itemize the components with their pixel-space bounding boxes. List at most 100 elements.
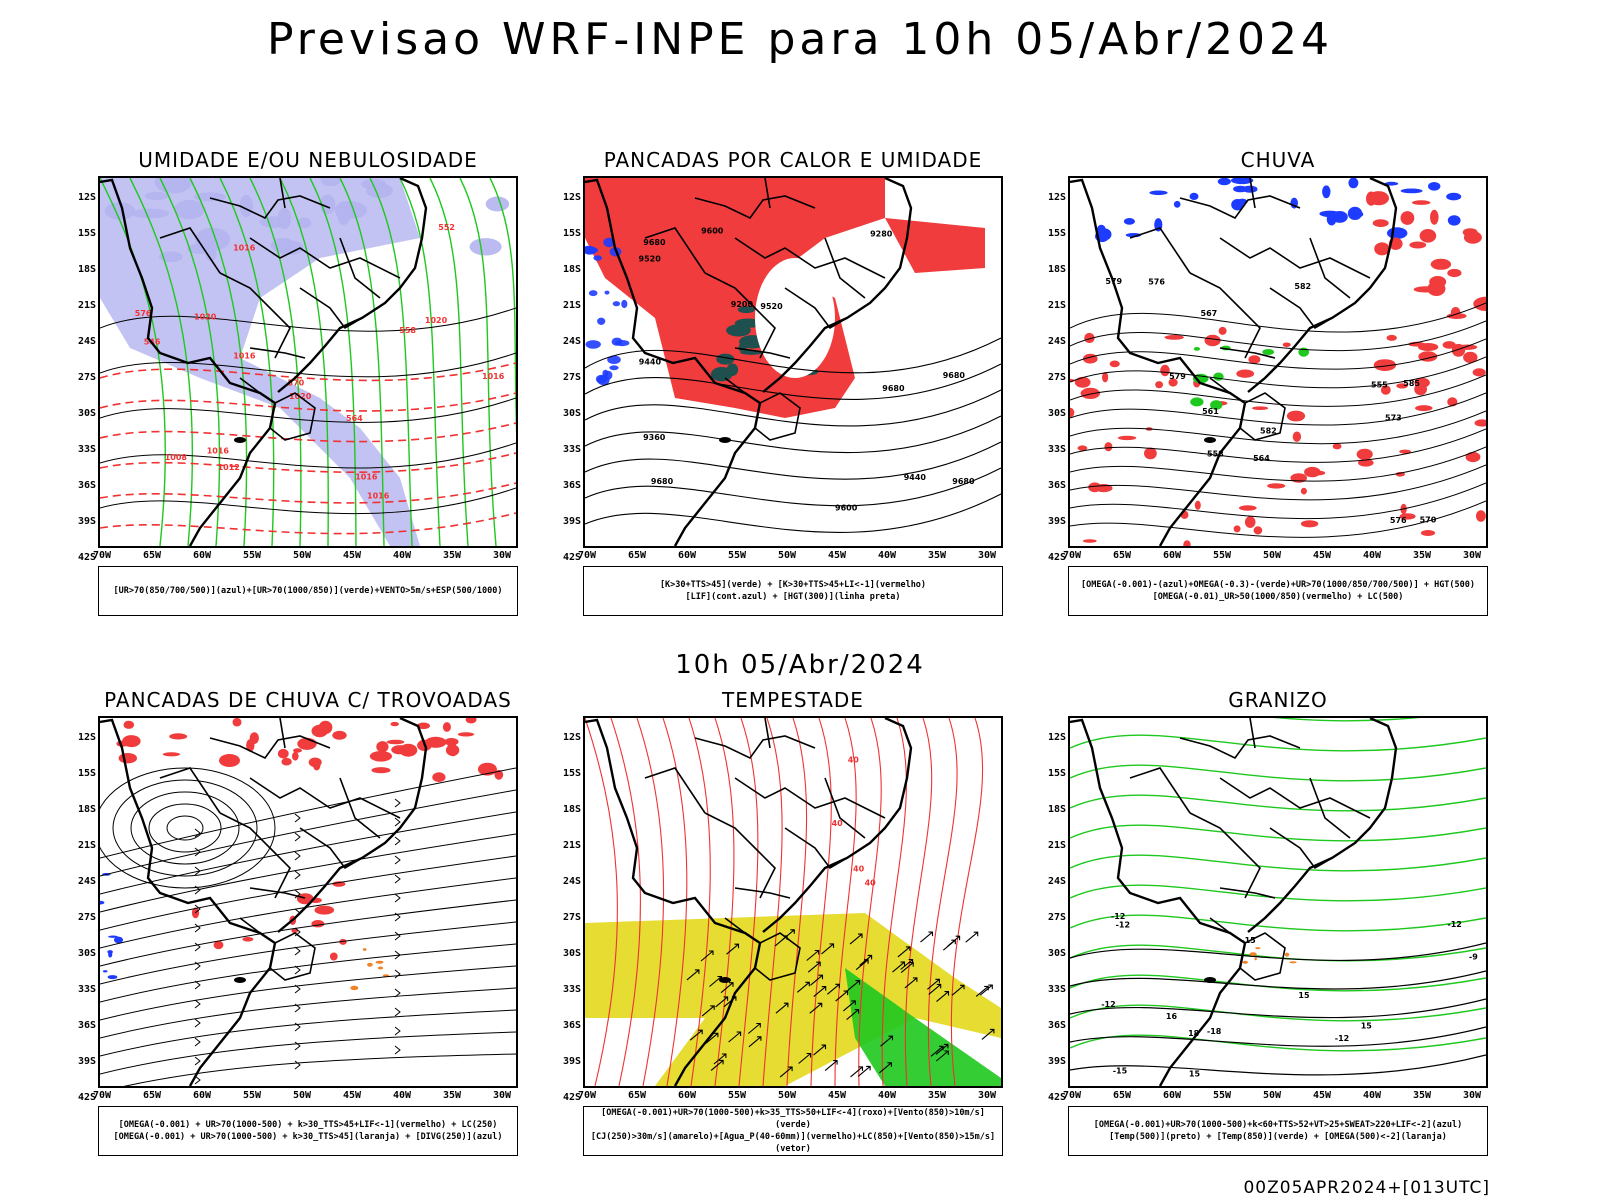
- rain-fill-red: [1244, 516, 1256, 528]
- contour-label: 15: [1189, 1070, 1201, 1079]
- contour-label: 16: [1166, 1012, 1178, 1021]
- lifted-index-contour: [611, 337, 623, 346]
- precipitable-water-contour: [662, 718, 688, 1086]
- longitude-tick-label: 30W: [977, 1090, 997, 1101]
- country-border: [1269, 827, 1333, 870]
- rain-fill-red: [1088, 482, 1102, 493]
- wind-vector-850: [842, 1000, 856, 1012]
- thickness-contour: [100, 512, 516, 535]
- latitude-tick-label: 15S: [1047, 228, 1066, 239]
- thunderstorm-fill-red: [417, 722, 430, 730]
- longitude-tick-label: 70W: [577, 550, 597, 561]
- latitude-tick-label: 24S: [562, 336, 581, 347]
- thunderstorm-fill-red: [386, 739, 405, 745]
- longitude-tick-label: 50W: [292, 1090, 312, 1101]
- contour-label: -12: [1116, 920, 1130, 929]
- jet-streamline-250: [100, 965, 516, 1021]
- wind-vector-850: [965, 931, 979, 943]
- latitude-tick-label: 33S: [562, 444, 581, 455]
- longitude-tick-label: 65W: [142, 550, 162, 561]
- rain-fill-red: [1475, 510, 1486, 522]
- longitude-axis: 70W 65W 60W 55W 50W 45W 40W 35W 30W: [93, 550, 518, 564]
- latitude-axis: 12S 15S 18S 21S 24S 27S 30S 33S 36S 39S 42S: [553, 176, 581, 563]
- geopotential-height-500: [1070, 302, 1486, 333]
- rain-fill-red: [1399, 449, 1411, 454]
- legend-box: [K>30+TTS>45](verde) + [K>30+TTS>45+LI<-…: [583, 566, 1003, 616]
- map-canvas: 9680 9680 9680 9600 9520 9440 9360 9280 9200 9600…: [585, 178, 1001, 546]
- jet-streamline-250: [100, 943, 516, 1003]
- rain-fill-red: [1442, 341, 1456, 349]
- contour-label: 9600: [835, 504, 858, 513]
- latitude-tick-label: 12S: [1047, 732, 1066, 743]
- contour-label: 573: [1385, 414, 1402, 423]
- streamline-arrow: [394, 1007, 401, 1017]
- contour-label: 585: [1403, 379, 1420, 388]
- streamline-arrow: [394, 836, 401, 846]
- longitude-tick-label: 30W: [1462, 550, 1482, 561]
- jet-streamline-250: [100, 921, 516, 985]
- temperature-850-contour: [1140, 842, 1154, 849]
- map-area: 582 579 576 573 570 567 564 561 558 555 585 582 579 5…: [1068, 176, 1488, 548]
- omega-blue-fill: [1123, 218, 1135, 225]
- contour-label: 9600: [701, 227, 724, 236]
- anticyclone-streamline: [100, 767, 276, 889]
- rain-fill-red: [1286, 410, 1306, 422]
- rain-fill-red: [1144, 447, 1157, 460]
- contour-label: 1012: [218, 463, 240, 472]
- wind-vector-850: [813, 986, 827, 998]
- humidity-contour-low-levels: [219, 178, 275, 546]
- lifted-index-contour: [585, 340, 601, 349]
- longitude-tick-label: 50W: [292, 550, 312, 561]
- country-border: [279, 718, 286, 749]
- latitude-axis: 12S 15S 18S 21S 24S 27S 30S 33S 36S 39S 42S: [68, 176, 96, 563]
- streamline-arrow: [294, 1003, 301, 1013]
- longitude-tick-label: 40W: [877, 550, 897, 561]
- temperature-850-contour: [1070, 974, 1486, 992]
- wind-vector-850: [806, 949, 820, 961]
- streamline-arrow: [394, 1045, 401, 1055]
- clear-area: [755, 258, 835, 378]
- legend-line: [OMEGA(-0.001) + UR>70(1000-500) + k>30_…: [113, 1132, 503, 1142]
- contour-label: 15: [1361, 1021, 1373, 1030]
- country-border: [1249, 718, 1256, 749]
- temperature-850-contour: [1074, 837, 1085, 844]
- omega-blue-fill: [1347, 206, 1363, 220]
- streamline-arrow: [294, 1041, 301, 1051]
- longitude-tick-label: 45W: [1312, 1090, 1332, 1101]
- country-border: [249, 777, 401, 819]
- contour-label: 9680: [651, 477, 674, 486]
- latitude-tick-label: 39S: [562, 516, 581, 527]
- panel-title: CHUVA: [1240, 148, 1316, 172]
- latitude-tick-label: 36S: [562, 1020, 581, 1031]
- longitude-tick-label: 55W: [1212, 1090, 1232, 1101]
- rain-fill-red: [1253, 526, 1263, 535]
- country-border: [1309, 777, 1351, 839]
- contour-label: 9280: [870, 230, 893, 239]
- wind-vector-850: [821, 943, 835, 955]
- country-border: [784, 827, 848, 870]
- streamline-arrow: [394, 817, 401, 827]
- precipitable-water-contour: [762, 718, 783, 1086]
- rain-fill-red: [1117, 435, 1137, 441]
- geopotential-height-500: [1070, 392, 1486, 426]
- contour-label: -9: [1469, 952, 1478, 961]
- streamline-arrow: [394, 969, 401, 979]
- country-border: [694, 735, 816, 760]
- omega-blue-fill: [1447, 215, 1461, 226]
- humidity-contour-low-levels: [429, 178, 469, 546]
- temperature-850-contour: [1070, 764, 1486, 782]
- rain-fill-red: [1077, 445, 1088, 451]
- jet-streamline-250: [100, 855, 516, 931]
- latitude-tick-label: 12S: [562, 732, 581, 743]
- rain-fill-red: [1373, 359, 1397, 371]
- thunderstorm-fill-orange: [367, 962, 373, 967]
- thunderstorm-fill-red: [213, 940, 224, 950]
- thickness-contour: [100, 482, 516, 504]
- country-border: [704, 272, 776, 359]
- omega-500-orange: [1289, 961, 1297, 964]
- rain-fill-red: [1104, 442, 1113, 452]
- legend-line: [CJ(250)>30m/s](amarelo)+[Agua_P(40-60mm…: [590, 1132, 996, 1154]
- lake-marker: [234, 437, 246, 443]
- lifted-index-contour: [612, 301, 621, 307]
- longitude-tick-label: 55W: [727, 550, 747, 561]
